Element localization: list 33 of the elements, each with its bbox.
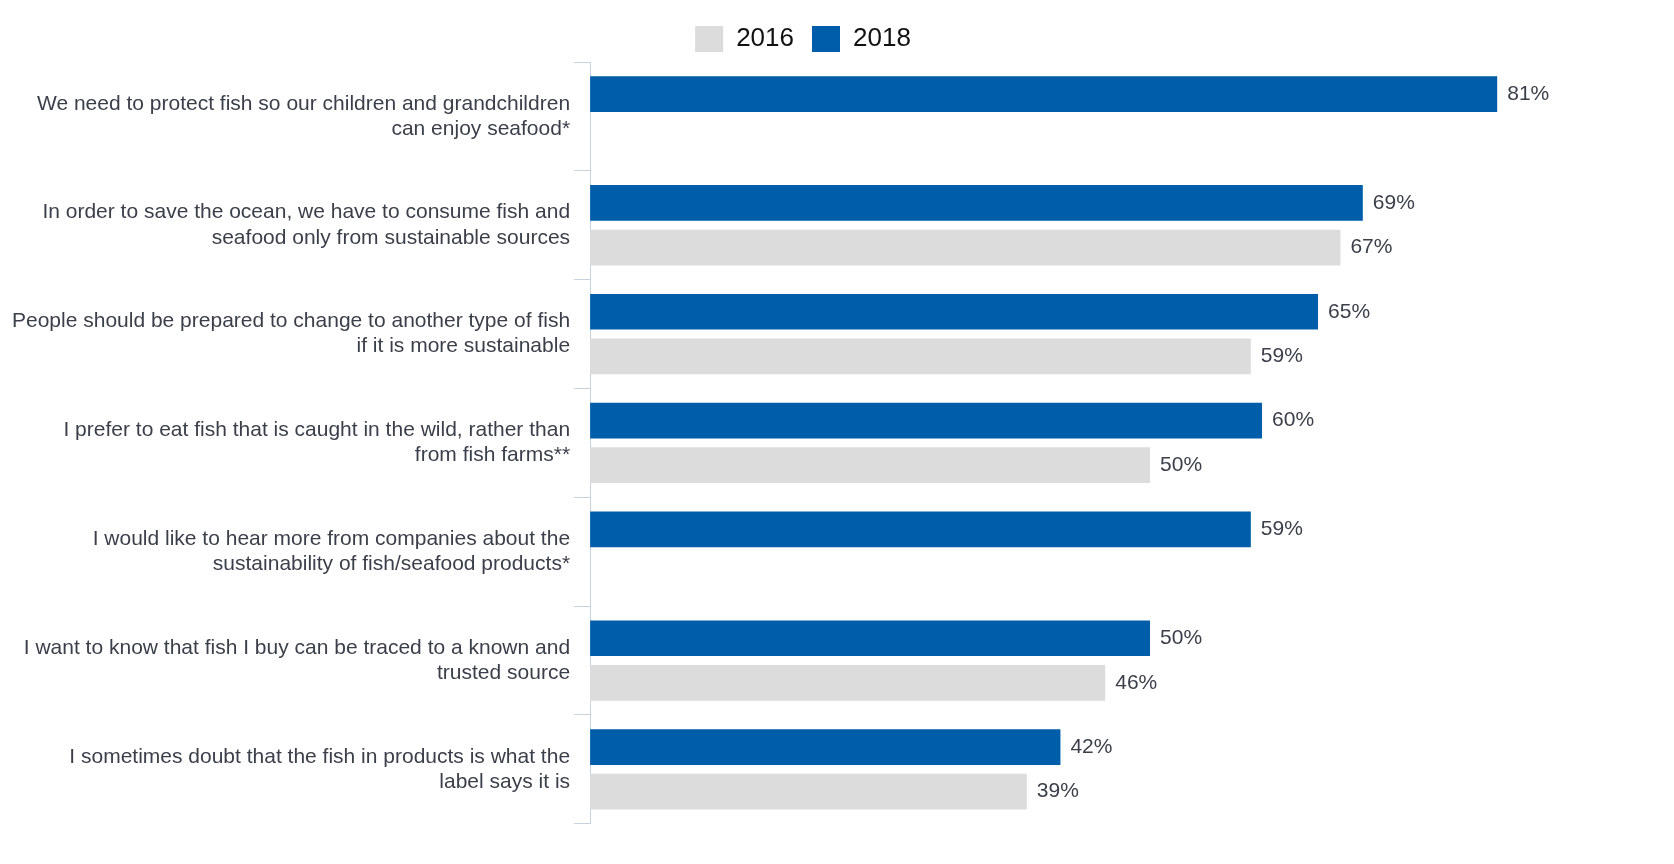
bar [590, 229, 1341, 266]
data-label: 59% [1260, 343, 1303, 367]
data-label: 67% [1350, 234, 1393, 258]
data-label: 65% [1328, 298, 1371, 322]
y-tick-label: People should be prepared to change to another type of fish if it is more sustainable [11, 308, 571, 357]
bar [590, 76, 1498, 112]
bar [590, 665, 1106, 701]
data-label: 39% [1036, 778, 1079, 802]
data-label: 42% [1070, 733, 1113, 757]
data-label: 69% [1372, 189, 1415, 213]
data-label: 50% [1160, 452, 1203, 476]
bar [590, 402, 1263, 439]
bar [590, 620, 1151, 657]
data-label: 81% [1507, 80, 1550, 104]
y-tick-label: I want to know that fish I buy can be traced to a known and trusted source [23, 634, 571, 683]
bar [590, 729, 1061, 765]
legend-label: 2018 [853, 22, 911, 53]
data-label: 50% [1160, 625, 1203, 649]
bar [590, 185, 1363, 221]
bar [590, 773, 1027, 810]
data-label: 60% [1272, 407, 1315, 431]
y-tick-label: I would like to hear more from companies about the sustainability of fish/seafood products* [92, 525, 571, 575]
y-tick-label: I sometimes doubt that the fish in products is what the label says it is [69, 743, 571, 792]
y-tick-label: I prefer to eat fish that is caught in the wild, rather than from fish farms** [63, 417, 571, 466]
y-tick-label: In order to save the ocean, we have to consume fish and seafood only from sustainable sources [42, 199, 571, 248]
bar [590, 511, 1251, 548]
y-tick-label: We need to protect fish so our children and grandchildren can enjoy seafood* [36, 90, 571, 139]
bar [590, 447, 1151, 484]
bar [590, 338, 1251, 375]
bar [590, 293, 1319, 330]
data-label: 59% [1260, 516, 1303, 540]
legend-label: 2016 [736, 22, 794, 53]
data-label: 46% [1115, 669, 1158, 693]
